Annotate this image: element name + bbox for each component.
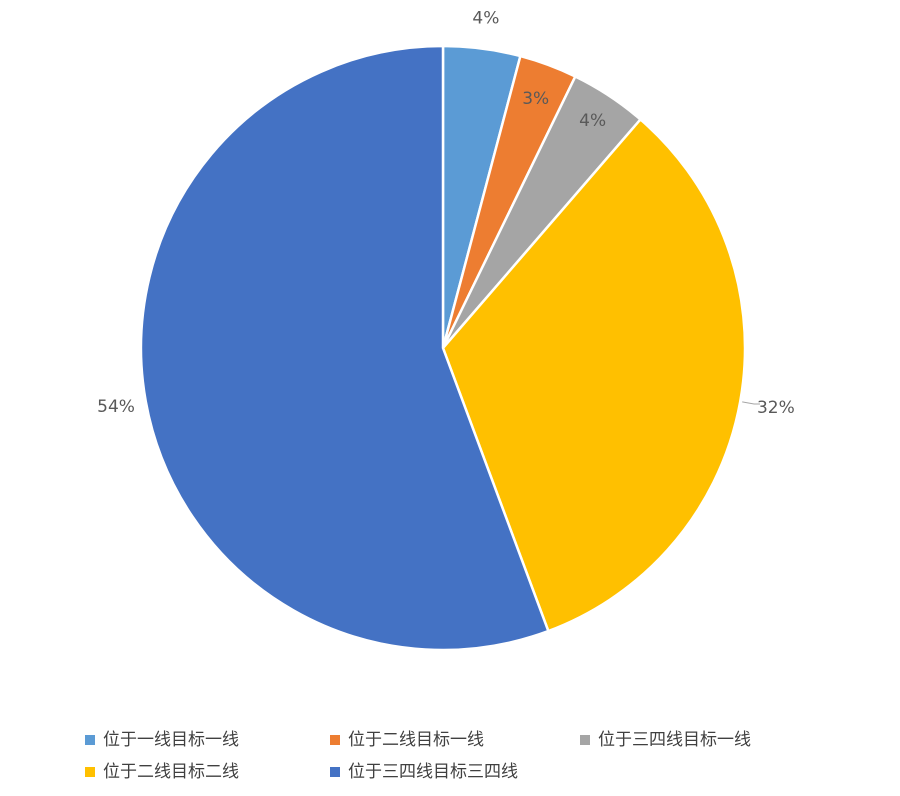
legend-swatch bbox=[330, 735, 340, 745]
data-label: 4% bbox=[472, 9, 499, 29]
data-label: 4% bbox=[579, 111, 606, 131]
legend-label: 位于二线目标二线 bbox=[103, 762, 239, 782]
legend-label: 位于三四线目标一线 bbox=[598, 730, 751, 750]
data-label: 54% bbox=[97, 397, 135, 417]
pie-slice bbox=[441, 117, 747, 633]
legend-swatch bbox=[85, 767, 95, 777]
pie-slice bbox=[139, 44, 550, 652]
legend-swatch bbox=[330, 767, 340, 777]
legend-label: 位于三四线目标三四线 bbox=[348, 762, 518, 782]
legend-swatch bbox=[580, 735, 590, 745]
leader-line bbox=[742, 401, 760, 405]
legend-label: 位于二线目标一线 bbox=[348, 730, 484, 750]
legend-swatch bbox=[85, 735, 95, 745]
legend-label: 位于一线目标一线 bbox=[103, 730, 239, 750]
data-label: 3% bbox=[522, 89, 549, 109]
data-label: 32% bbox=[757, 398, 795, 418]
